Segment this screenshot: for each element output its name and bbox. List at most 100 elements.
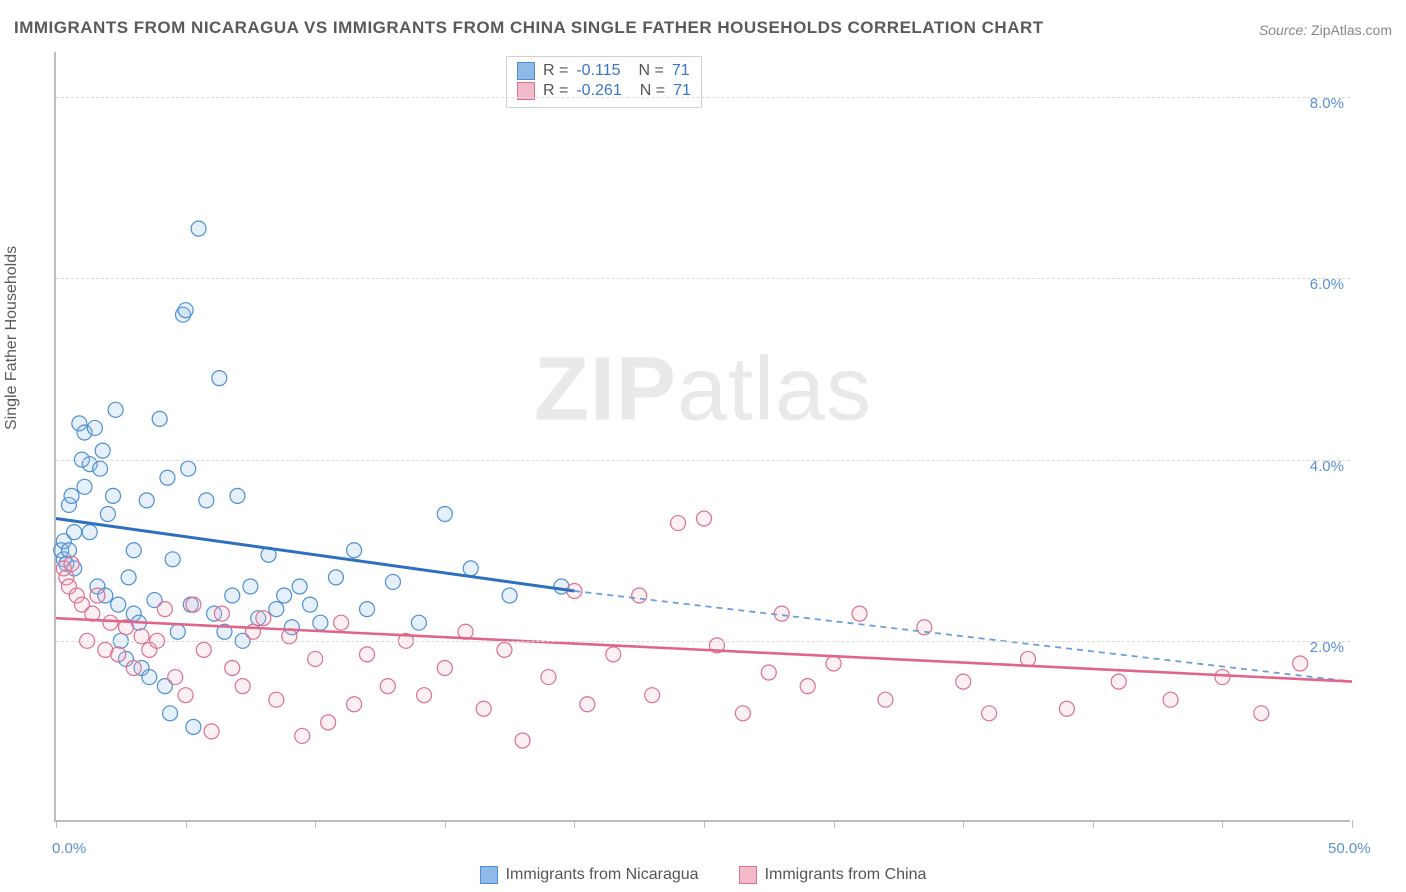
point-china (1163, 692, 1178, 707)
point-china (878, 692, 893, 707)
point-china (826, 656, 841, 671)
trend-line (574, 591, 1352, 682)
chart-svg (56, 52, 1350, 820)
swatch-nicaragua (480, 866, 498, 884)
point-china (697, 511, 712, 526)
point-china (761, 665, 776, 680)
point-china (235, 679, 250, 694)
point-nicaragua (64, 488, 79, 503)
point-china (645, 688, 660, 703)
point-nicaragua (292, 579, 307, 594)
gridline (56, 641, 1350, 642)
x-tick (56, 820, 57, 828)
x-tick (315, 820, 316, 828)
x-tick-label: 50.0% (1328, 840, 1371, 857)
point-nicaragua (385, 574, 400, 589)
point-china (90, 588, 105, 603)
point-nicaragua (313, 615, 328, 630)
x-tick-label: 0.0% (52, 840, 86, 857)
point-nicaragua (139, 493, 154, 508)
point-china (417, 688, 432, 703)
legend-label-nicaragua: Immigrants from Nicaragua (506, 866, 699, 884)
point-china (168, 670, 183, 685)
x-tick (1093, 820, 1094, 828)
point-nicaragua (170, 624, 185, 639)
point-nicaragua (165, 552, 180, 567)
point-china (269, 692, 284, 707)
point-china (515, 733, 530, 748)
point-china (541, 670, 556, 685)
source-credit: Source: ZipAtlas.com (1259, 22, 1392, 38)
point-china (982, 706, 997, 721)
point-china (437, 661, 452, 676)
point-china (204, 724, 219, 739)
point-nicaragua (77, 479, 92, 494)
plot-area: ZIPatlas R = -0.115 N = 71 R = -0.261 N … (54, 52, 1350, 822)
point-nicaragua (181, 461, 196, 476)
point-nicaragua (111, 597, 126, 612)
point-china (186, 597, 201, 612)
point-china (800, 679, 815, 694)
swatch-china (739, 866, 757, 884)
point-nicaragua (87, 420, 102, 435)
point-nicaragua (303, 597, 318, 612)
point-nicaragua (178, 303, 193, 318)
point-china (111, 647, 126, 662)
x-tick (704, 820, 705, 828)
point-nicaragua (230, 488, 245, 503)
point-china (735, 706, 750, 721)
y-axis-label: Single Father Households (3, 246, 21, 430)
point-china (1111, 674, 1126, 689)
point-china (225, 661, 240, 676)
point-china (1059, 701, 1074, 716)
point-nicaragua (411, 615, 426, 630)
point-nicaragua (61, 543, 76, 558)
chart-container: IMMIGRANTS FROM NICARAGUA VS IMMIGRANTS … (0, 0, 1406, 892)
point-nicaragua (360, 602, 375, 617)
point-nicaragua (243, 579, 258, 594)
point-china (334, 615, 349, 630)
x-tick (445, 820, 446, 828)
point-nicaragua (269, 602, 284, 617)
point-china (476, 701, 491, 716)
point-nicaragua (121, 570, 136, 585)
point-china (295, 728, 310, 743)
x-tick (1352, 820, 1353, 828)
point-nicaragua (163, 706, 178, 721)
y-tick-label: 6.0% (1310, 276, 1344, 293)
source-value: ZipAtlas.com (1311, 22, 1392, 38)
x-tick (1222, 820, 1223, 828)
source-label: Source: (1259, 22, 1307, 38)
point-china (606, 647, 621, 662)
point-china (852, 606, 867, 621)
point-nicaragua (95, 443, 110, 458)
point-nicaragua (100, 507, 115, 522)
point-nicaragua (67, 525, 82, 540)
point-china (632, 588, 647, 603)
legend-item-china: Immigrants from China (739, 866, 927, 884)
point-china (1293, 656, 1308, 671)
point-nicaragua (82, 525, 97, 540)
point-nicaragua (212, 371, 227, 386)
legend-bottom: Immigrants from Nicaragua Immigrants fro… (0, 866, 1406, 884)
y-tick-label: 4.0% (1310, 458, 1344, 475)
point-china (126, 661, 141, 676)
point-nicaragua (142, 670, 157, 685)
point-china (256, 611, 271, 626)
legend-label-china: Immigrants from China (765, 866, 927, 884)
point-nicaragua (186, 719, 201, 734)
y-tick-label: 2.0% (1310, 639, 1344, 656)
point-china (178, 688, 193, 703)
point-china (64, 556, 79, 571)
point-nicaragua (437, 507, 452, 522)
chart-title: IMMIGRANTS FROM NICARAGUA VS IMMIGRANTS … (14, 18, 1044, 38)
point-china (1215, 670, 1230, 685)
point-china (497, 642, 512, 657)
gridline (56, 460, 1350, 461)
x-tick (834, 820, 835, 828)
gridline (56, 278, 1350, 279)
point-china (956, 674, 971, 689)
gridline (56, 97, 1350, 98)
point-china (321, 715, 336, 730)
point-china (308, 651, 323, 666)
